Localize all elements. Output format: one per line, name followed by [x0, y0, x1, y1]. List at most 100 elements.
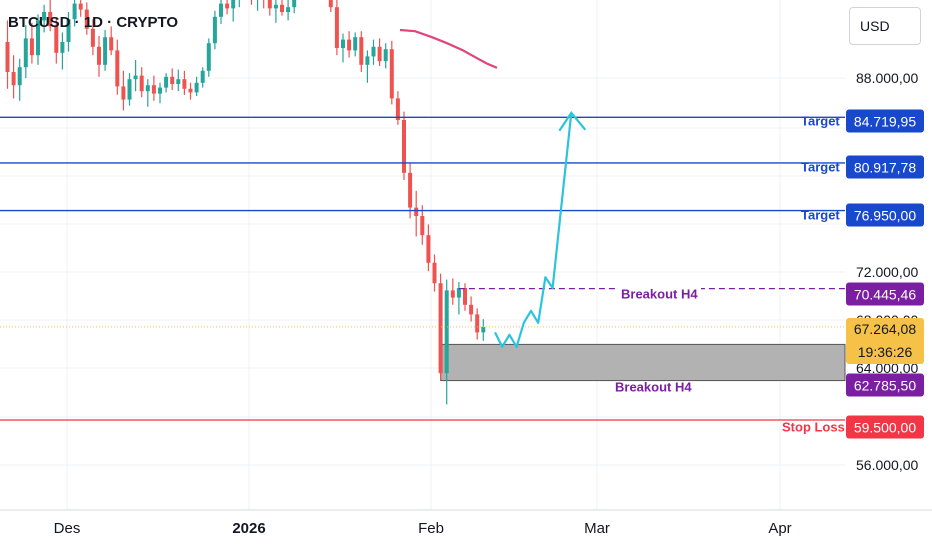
symbol-title[interactable]: BTCUSD · 1D · CRYPTO	[8, 14, 179, 31]
candle-body	[200, 70, 205, 83]
candle-body	[97, 46, 101, 65]
candle-body	[463, 288, 467, 305]
breakout-price-badge: 70.445,46	[846, 282, 924, 306]
candle-body	[231, 0, 236, 9]
candle-body	[359, 37, 364, 65]
candle-body	[66, 19, 71, 42]
candle-body	[389, 49, 394, 99]
target-price-badge: 84.719,95	[846, 109, 924, 133]
candle-body	[353, 37, 358, 51]
candle-body	[432, 262, 437, 284]
moving-average-line	[399, 28, 498, 69]
candle-body	[78, 3, 83, 10]
candle-body	[164, 76, 169, 88]
x-tick-label: Feb	[418, 520, 444, 537]
candle-body	[48, 12, 53, 27]
target-label: Target	[801, 207, 840, 223]
candle-body	[109, 37, 114, 51]
candle-body	[286, 7, 291, 12]
candle-body	[475, 314, 480, 333]
moving-average-path	[399, 28, 498, 69]
breakout-price-badge: 62.785,50	[846, 373, 924, 397]
breakout-label: Breakout H4	[615, 379, 692, 395]
candle-body	[365, 56, 370, 65]
candle-body	[450, 290, 455, 298]
x-tick-label: Apr	[768, 520, 792, 537]
candle-body	[426, 235, 431, 263]
candle-body	[347, 39, 352, 51]
candle-body	[17, 67, 22, 86]
candle-body	[383, 49, 388, 62]
x-tick-label: Mar	[584, 520, 610, 537]
stop-loss-price-badge: 59.500,00	[846, 415, 924, 439]
candle-body	[469, 304, 474, 315]
candles	[5, 0, 486, 405]
candle-body	[60, 42, 65, 53]
x-tick-label: Des	[53, 520, 81, 537]
candle-body	[273, 4, 278, 9]
candle-body	[29, 38, 34, 56]
stop-loss-label: Stop Loss	[782, 419, 845, 435]
y-tick-label: 56.000,00	[856, 457, 919, 473]
candle-body	[36, 20, 40, 56]
candle-body	[121, 86, 126, 100]
current-price: 67.264,08	[853, 321, 917, 337]
currency-button[interactable]: USD	[849, 7, 921, 45]
x-tick-label: 2026	[232, 520, 266, 537]
candle-body	[145, 85, 150, 92]
candle-body	[182, 79, 187, 89]
candle-body	[151, 85, 156, 94]
candle-body	[54, 26, 59, 53]
candle-body	[23, 38, 28, 68]
grid-lines	[0, 0, 932, 511]
candle-body	[127, 79, 132, 100]
candle-body	[444, 290, 449, 374]
breakout-zone	[440, 343, 846, 382]
target-price-badge: 76.950,00	[846, 203, 924, 227]
candle-body	[219, 3, 223, 17]
candle-body	[438, 283, 443, 374]
target-price-badge: 80.917,78	[846, 155, 924, 179]
candle-body	[206, 43, 211, 71]
current-price-badge: 67.264,08 19:36:26	[846, 318, 924, 364]
candle-body	[11, 72, 16, 86]
y-tick-label: 72.000,00	[856, 264, 919, 280]
y-tick-label: 64.000,00	[856, 360, 919, 376]
candle-body	[42, 12, 47, 21]
candle-body	[84, 9, 89, 29]
candle-body	[72, 3, 77, 20]
candle-body	[5, 42, 10, 72]
breakout-zone-rect	[440, 343, 846, 382]
candle-body	[328, 0, 333, 8]
target-label: Target	[801, 113, 840, 129]
candle-body	[402, 120, 406, 173]
candle-body	[456, 288, 461, 298]
projection-path	[494, 112, 573, 348]
candle-body	[481, 326, 486, 333]
candle-body	[188, 88, 193, 93]
candle-body	[139, 75, 144, 92]
candle-body	[267, 0, 272, 9]
candle-body	[170, 76, 175, 84]
candle-body	[133, 75, 138, 80]
candle-body	[90, 28, 95, 47]
candle-body	[414, 207, 419, 216]
candle-body	[334, 7, 339, 48]
candle-body	[341, 39, 345, 48]
candle-body	[420, 216, 425, 236]
breakout-label: Breakout H4	[618, 286, 701, 302]
projection-arrow	[494, 110, 587, 348]
candle-body	[212, 16, 217, 44]
candle-body	[371, 46, 376, 57]
candle-body	[115, 50, 120, 87]
target-label: Target	[801, 159, 840, 175]
candle-body	[395, 98, 400, 120]
candle-body	[280, 4, 284, 12]
candle-body	[103, 37, 108, 65]
candle-body	[377, 46, 382, 62]
candle-body	[194, 82, 199, 93]
projection-arrowhead	[558, 110, 587, 132]
candle-body	[176, 79, 181, 84]
